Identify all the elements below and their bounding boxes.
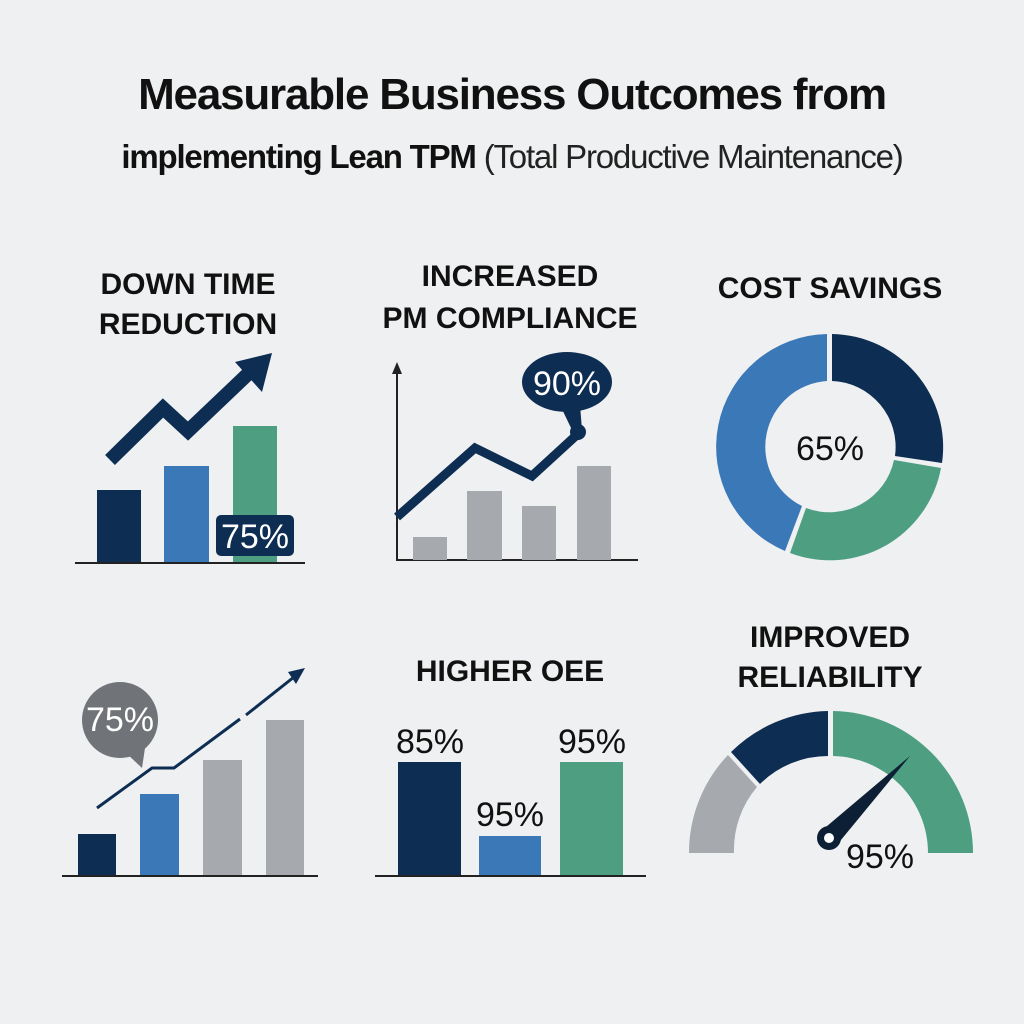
bar-label-2: 95% [476,796,544,834]
bar-4 [266,720,304,876]
panel-title: HIGHER OEE [416,655,604,688]
donut-slice-blue [716,334,827,551]
bar-3 [560,762,623,876]
axis-arrow-icon [392,362,402,374]
panel-title-line2: PM COMPLIANCE [383,302,638,335]
panel-growth-chart: 75% [62,668,318,877]
panel-title: COST SAVINGS [718,272,942,305]
bubble-label: 90% [533,365,601,403]
bar-label-3: 95% [558,723,626,761]
bar-2 [479,836,541,876]
bar-1 [413,537,447,560]
bar-label-1: 85% [396,723,464,761]
donut-center-label: 65% [796,430,864,468]
page-title: Measurable Business Outcomes from [138,70,887,119]
panel-improved-reliability: IMPROVED RELIABILITY 95% [688,621,973,876]
panel-title-line1: IMPROVED [750,621,910,654]
bar-3 [522,506,556,560]
bubble-label: 75% [86,701,154,739]
bar-1 [398,762,461,876]
bar-1 [78,834,116,876]
panel-title-line2: REDUCTION [99,308,277,341]
gauge-value: 95% [846,838,914,876]
donut-slice-green [790,460,941,561]
bar-2 [164,466,209,563]
trend-line [394,428,584,521]
page-subtitle: implementing Lean TPM (Total Productive … [0,138,1024,176]
trend-arrow-icon [96,668,305,810]
panel-cost-savings: COST SAVINGS 65% [716,272,944,561]
panel-title-line1: DOWN TIME [101,268,276,301]
bar-4 [577,466,611,560]
trend-arrow-icon [105,353,272,465]
bar-1 [97,490,141,563]
bar-3 [203,760,242,876]
panel-title-line2: RELIABILITY [738,661,923,694]
panel-downtime-reduction: DOWN TIME REDUCTION 75% [75,268,305,564]
value-bubble [522,352,612,430]
subtitle-bold: implementing Lean TPM [121,138,477,175]
donut-slice-navy [832,334,944,463]
panel-pm-compliance: INCREASED PM COMPLIANCE 90% [383,260,638,561]
gauge-segment-gray [688,755,757,853]
gauge-segment-green [833,711,973,853]
value-bubble [82,682,158,768]
subtitle-light: (Total Productive Maintenance) [475,138,904,175]
badge-label: 75% [221,518,289,556]
value-badge [216,515,294,556]
panel-title-line1: INCREASED [422,260,599,293]
bar-2 [467,491,502,560]
panel-higher-oee: HIGHER OEE 85% 95% 95% [375,655,646,877]
gauge-segment-navy [731,711,828,784]
gauge-needle-icon [817,756,910,850]
bar-2 [140,794,179,876]
